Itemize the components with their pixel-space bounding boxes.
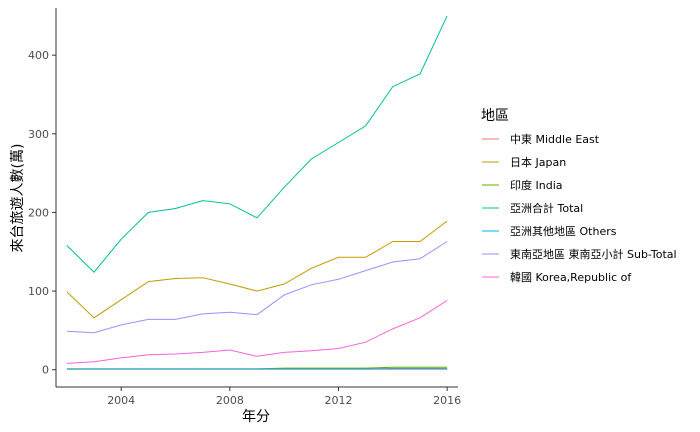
legend-items: 中東 Middle East 日本 Japan 印度 India 亞洲合計 Total… [482, 133, 677, 284]
legend-label: 中東 Middle East [510, 133, 600, 146]
y-axis-title: 來台旅遊人數(萬) [10, 144, 26, 253]
legend-label: 韓國 Korea,Republic of [510, 271, 632, 284]
y-tick-label: 300 [28, 128, 49, 141]
legend-title: 地區 [481, 108, 509, 124]
legend-label: 東南亞地區 東南亞小計 Sub-Total [510, 247, 677, 261]
y-ticks: 0 100 200 300 400 [28, 49, 56, 377]
x-tick-label: 2016 [433, 394, 461, 407]
legend-label: 亞洲合計 Total [510, 201, 583, 215]
x-ticks: 2004 2008 2012 2016 [107, 387, 461, 407]
legend-label: 亞洲其他地區 Others [510, 225, 617, 238]
y-tick-label: 200 [28, 206, 49, 219]
y-tick-label: 0 [42, 364, 49, 377]
legend-label: 日本 Japan [510, 155, 566, 169]
legend-label: 印度 India [510, 178, 563, 192]
x-tick-label: 2004 [107, 394, 135, 407]
axes [55, 8, 458, 388]
legend-item: 中東 Middle East [482, 133, 600, 146]
x-axis-title: 年分 [242, 409, 270, 425]
x-tick-label: 2008 [216, 394, 244, 407]
legend: 地區 中東 Middle East 日本 Japan 印度 India 亞洲合計 To… [481, 108, 677, 284]
legend-item: 韓國 Korea,Republic of [482, 271, 632, 284]
legend-item: 日本 Japan [482, 155, 566, 169]
legend-item: 東南亞地區 東南亞小計 Sub-Total [482, 247, 677, 261]
legend-item: 印度 India [482, 178, 563, 192]
y-tick-label: 100 [28, 285, 49, 298]
series-lines [66, 15, 448, 370]
legend-item: 亞洲其他地區 Others [482, 225, 617, 238]
y-tick-label: 400 [28, 49, 49, 62]
series-line-2 [66, 220, 448, 319]
series-line-7 [66, 300, 448, 364]
series-line-6 [66, 241, 448, 334]
legend-item: 亞洲合計 Total [482, 201, 583, 215]
series-line-4 [66, 15, 448, 273]
x-tick-label: 2012 [324, 394, 352, 407]
